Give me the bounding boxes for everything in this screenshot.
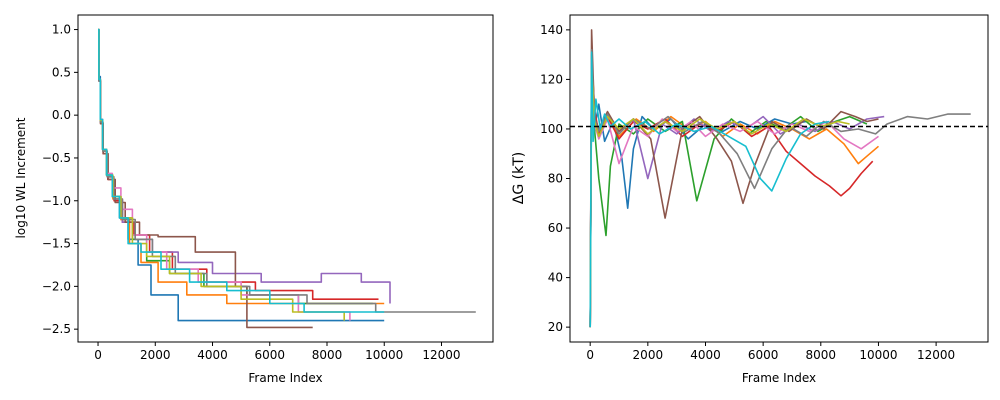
y-tick-label: −0.5 [42,151,71,165]
series-line-9 [98,28,385,313]
x-tick-label: 2000 [633,348,664,362]
series-line-8 [589,68,850,328]
x-tick-label: 0 [586,348,594,362]
x-tick-label: 0 [94,348,102,362]
x-tick-label: 4000 [690,348,721,362]
left-y-ticks: −2.5 −2.0 −1.5 −1.0 −0.5 0.0 0.5 1.0 [42,23,78,336]
x-tick-label: 12000 [917,348,955,362]
y-tick-label: 140 [540,23,563,37]
x-tick-label: 10000 [365,348,403,362]
x-tick-label: 2000 [140,348,171,362]
y-tick-label: 60 [548,221,563,235]
series-line-0 [589,78,807,328]
x-tick-label: 6000 [748,348,779,362]
y-tick-label: −2.0 [42,279,71,293]
left-panel: 0 2000 4000 6000 8000 10000 12000 −2.5 −2.0 −1.5… [14,14,494,385]
left-plot-frame [77,14,494,343]
series-line-2 [589,83,868,328]
y-tick-label: 40 [548,271,563,285]
x-tick-label: 8000 [806,348,837,362]
x-tick-label: 4000 [197,348,228,362]
series-line-9 [589,51,830,328]
right-panel: 0 2000 4000 6000 8000 10000 12000 20 40 60 80 100 1… [511,14,989,385]
right-y-ticks: 20 40 60 80 100 120 140 [540,23,570,334]
y-tick-label: 0.5 [52,65,71,79]
left-series-group [98,28,476,329]
y-tick-label: 120 [540,72,563,86]
right-x-axis-label: Frame Index [742,371,816,385]
left-x-axis-label: Frame Index [248,371,322,385]
right-x-ticks: 0 2000 4000 6000 8000 10000 12000 [586,342,955,362]
y-tick-label: 80 [548,172,563,186]
x-tick-label: 6000 [254,348,285,362]
y-tick-label: −2.5 [42,322,71,336]
right-y-axis-label: ΔG (kT) [511,152,527,204]
y-tick-label: −1.5 [42,237,71,251]
y-tick-label: 100 [540,122,563,136]
y-tick-label: 20 [548,320,563,334]
x-tick-label: 8000 [312,348,343,362]
y-tick-label: 1.0 [52,23,71,37]
right-series-group [589,29,971,328]
left-x-ticks: 0 2000 4000 6000 8000 10000 12000 [94,342,461,362]
x-tick-label: 12000 [422,348,460,362]
series-line-8 [98,28,345,321]
series-line-7 [589,48,971,328]
x-tick-label: 10000 [859,348,897,362]
y-tick-label: 0.0 [52,108,71,122]
y-tick-label: −1.0 [42,194,71,208]
left-y-axis-label: log10 WL Increment [14,117,28,238]
